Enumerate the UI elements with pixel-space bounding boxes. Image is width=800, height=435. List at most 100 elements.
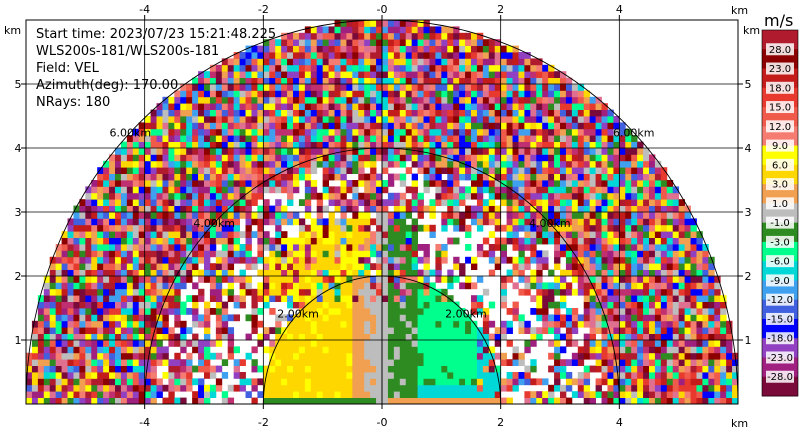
velocity-cell: [441, 160, 448, 168]
velocity-cell: [411, 346, 418, 354]
velocity-cell: [204, 327, 211, 334]
velocity-cell: [453, 378, 460, 386]
velocity-cell: [221, 96, 229, 104]
velocity-cell: [393, 340, 401, 347]
velocity-cell: [162, 218, 169, 226]
velocity-cell: [310, 116, 318, 123]
velocity-cell: [174, 365, 181, 373]
velocity-cell: [577, 256, 585, 264]
velocity-cell: [429, 58, 436, 66]
velocity-cell: [233, 212, 240, 219]
velocity-cell: [269, 128, 276, 136]
velocity-cell: [601, 244, 608, 251]
velocity-cell: [174, 295, 181, 302]
velocity-cell: [643, 276, 650, 283]
velocity-cell: [654, 308, 662, 315]
velocity-cell: [678, 372, 685, 379]
velocity-cell: [120, 154, 128, 162]
velocity-cell: [423, 250, 430, 258]
velocity-cell: [67, 231, 74, 238]
velocity-cell: [310, 32, 318, 40]
velocity-cell: [447, 346, 454, 354]
velocity-cell: [447, 372, 454, 379]
velocity-cell: [411, 237, 418, 245]
velocity-cell: [221, 244, 229, 251]
velocity-cell: [132, 256, 140, 264]
velocity-cell: [447, 141, 454, 149]
velocity-cell: [316, 244, 324, 251]
velocity-cell: [625, 250, 632, 258]
velocity-cell: [518, 314, 525, 322]
velocity-cell: [293, 71, 300, 78]
velocity-cell: [180, 135, 187, 142]
velocity-cell: [488, 77, 496, 85]
velocity-cell: [233, 199, 240, 206]
velocity-cell: [411, 340, 418, 347]
velocity-cell: [649, 295, 656, 302]
velocity-cell: [417, 32, 424, 40]
velocity-cell: [103, 263, 110, 270]
velocity-cell: [304, 122, 312, 130]
velocity-cell: [512, 84, 519, 91]
velocity-cell: [376, 20, 383, 27]
velocity-cell: [643, 199, 650, 206]
velocity-cell: [518, 128, 525, 136]
velocity-cell: [192, 365, 199, 373]
velocity-cell: [263, 128, 270, 136]
velocity-cell: [352, 352, 359, 360]
velocity-cell: [666, 314, 674, 322]
velocity-cell: [524, 276, 531, 283]
velocity-cell: [275, 90, 282, 98]
velocity-cell: [684, 276, 691, 283]
velocity-cell: [672, 205, 680, 213]
velocity-cell: [435, 269, 442, 277]
velocity-cell: [524, 224, 531, 232]
velocity-cell: [144, 186, 151, 194]
velocity-cell: [565, 224, 573, 232]
velocity-cell: [423, 314, 430, 322]
velocity-cell: [263, 263, 270, 270]
velocity-cell: [459, 58, 466, 66]
velocity-cell: [150, 372, 157, 379]
velocity-cell: [518, 122, 525, 130]
velocity-cell: [245, 212, 252, 219]
velocity-cell: [263, 96, 270, 104]
velocity-cell: [257, 90, 264, 98]
velocity-cell: [571, 378, 579, 386]
velocity-cell: [583, 314, 591, 322]
velocity-cell: [79, 359, 86, 366]
velocity-cell: [399, 160, 407, 168]
velocity-cell: [91, 224, 98, 232]
velocity-cell: [269, 141, 276, 149]
velocity-cell: [382, 199, 389, 206]
velocity-cell: [459, 45, 466, 53]
velocity-cell: [334, 186, 341, 194]
velocity-cell: [613, 276, 620, 283]
velocity-cell: [613, 128, 620, 136]
velocity-cell: [619, 244, 626, 251]
velocity-cell: [156, 327, 163, 334]
velocity-cell: [346, 378, 353, 386]
velocity-cell: [601, 199, 608, 206]
velocity-cell: [269, 148, 276, 155]
velocity-cell: [358, 365, 365, 373]
velocity-cell: [239, 58, 246, 66]
velocity-cell: [542, 135, 549, 142]
velocity-cell: [465, 352, 472, 360]
velocity-cell: [548, 327, 555, 334]
velocity-cell: [115, 269, 122, 277]
velocity-cell: [631, 340, 638, 347]
velocity-cell: [215, 301, 223, 309]
velocity-cell: [376, 186, 383, 194]
velocity-cell: [482, 154, 490, 162]
velocity-cell: [239, 244, 246, 251]
velocity-cell: [322, 192, 329, 200]
velocity-cell: [227, 218, 235, 226]
velocity-cell: [103, 314, 110, 322]
velocity-cell: [316, 39, 324, 46]
velocity-cell: [156, 244, 163, 251]
velocity-cell: [613, 333, 620, 341]
velocity-cell: [132, 397, 140, 404]
velocity-cell: [524, 199, 531, 206]
velocity-cell: [435, 295, 442, 302]
